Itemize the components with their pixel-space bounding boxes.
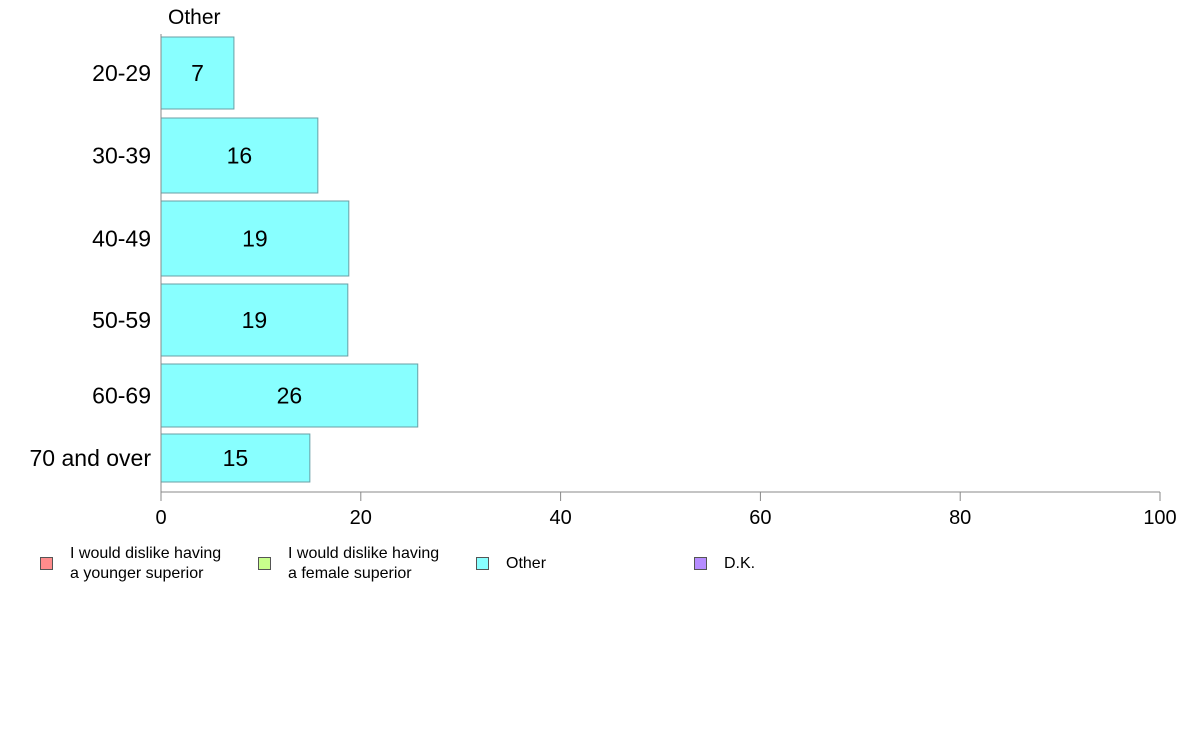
category-label-50-59: 50-59 — [92, 307, 151, 333]
data-label-20-29: 7 — [191, 60, 204, 86]
x-tick-label-60: 60 — [749, 507, 771, 529]
legend: I would dislike having a younger superio… — [0, 544, 1188, 594]
legend-label-dk: D.K. — [724, 555, 756, 572]
legend-swatch-female-superior — [258, 557, 271, 570]
category-label-20-29: 20-29 — [92, 60, 151, 86]
legend-item-dk: D.K. — [694, 544, 755, 574]
legend-swatch-younger-superior — [40, 557, 53, 570]
legend-label-younger-superior: I would dislike having a younger superio… — [70, 545, 222, 582]
data-label-50-59: 19 — [242, 307, 268, 333]
x-tick-label-20: 20 — [350, 507, 372, 529]
bar-70-and-over — [160, 433, 311, 483]
bar-30-39 — [160, 117, 319, 194]
legend-swatch-other — [476, 557, 489, 570]
data-label-30-39: 16 — [227, 143, 253, 169]
chart-title: Other — [168, 6, 221, 29]
x-tick-label-100: 100 — [1143, 507, 1176, 529]
legend-item-younger-superior: I would dislike having a younger superio… — [40, 544, 221, 584]
bar-chart: Other 7 20-29 16 30-39 19 40-49 19 50-59 26 60-69… — [30, 6, 1177, 529]
category-label-40-49: 40-49 — [92, 226, 151, 252]
x-axis: 0 20 40 60 80 100 — [155, 34, 1177, 529]
legend-item-other: Other — [476, 544, 546, 574]
bar-40-49 — [160, 200, 350, 277]
x-tick-label-0: 0 — [155, 507, 166, 529]
bars-layer: 7 20-29 16 30-39 19 40-49 19 50-59 26 60-69 15 70 a… — [30, 36, 419, 483]
bar-60-69 — [160, 363, 419, 428]
category-label-60-69: 60-69 — [92, 383, 151, 409]
data-label-40-49: 19 — [242, 226, 268, 252]
legend-label-other: Other — [506, 555, 547, 572]
bar-50-59 — [160, 283, 349, 357]
data-label-70-and-over: 15 — [223, 445, 249, 471]
legend-swatch-dk — [694, 557, 707, 570]
category-label-30-39: 30-39 — [92, 143, 151, 169]
data-label-60-69: 26 — [277, 383, 303, 409]
bar-20-29 — [160, 36, 235, 110]
legend-label-female-superior: I would dislike having a female superior — [288, 545, 440, 582]
category-label-70-and-over: 70 and over — [30, 445, 152, 471]
legend-item-female-superior: I would dislike having a female superior — [258, 544, 439, 584]
x-tick-label-80: 80 — [949, 507, 971, 529]
x-tick-label-40: 40 — [549, 507, 571, 529]
